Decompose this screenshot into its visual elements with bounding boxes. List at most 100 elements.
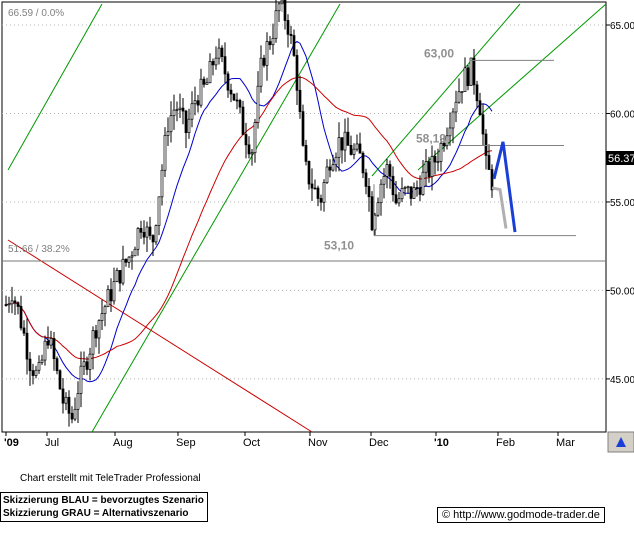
- candle-body: [91, 330, 95, 355]
- candle-body: [70, 412, 74, 420]
- candle-body: [160, 169, 164, 198]
- candle-body: [358, 143, 362, 154]
- candle-body: [307, 161, 311, 185]
- x-tick-label: Nov: [308, 437, 328, 449]
- candle-body: [4, 304, 8, 306]
- candle-body: [142, 231, 146, 238]
- candle-body: [13, 300, 17, 303]
- candle-body: [469, 57, 473, 86]
- candle-body: [319, 198, 323, 203]
- candle-body: [382, 176, 386, 185]
- candle-body: [64, 396, 68, 404]
- candle-body: [109, 289, 113, 302]
- candle-body: [220, 47, 224, 57]
- candlesticks: [4, 0, 494, 427]
- candle-body: [259, 57, 263, 87]
- candle-body: [118, 270, 122, 284]
- candle-body: [97, 320, 101, 339]
- candle-body: [325, 166, 329, 183]
- candle-body: [433, 156, 437, 163]
- candle-body: [304, 145, 308, 162]
- candle-body: [412, 187, 416, 199]
- candle-body: [460, 91, 464, 93]
- candle-body: [79, 365, 83, 394]
- candle-body: [61, 388, 65, 404]
- candle-body: [463, 67, 467, 92]
- website-link[interactable]: © http://www.godmode-trader.de: [437, 507, 605, 523]
- candle-body: [40, 359, 44, 363]
- candle-body: [337, 137, 341, 158]
- candle-body: [19, 306, 23, 329]
- candle-body: [85, 361, 89, 370]
- candle-body: [442, 142, 446, 147]
- candle-body: [151, 235, 155, 243]
- x-tick-label: Sep: [176, 437, 196, 449]
- price-level-label: 63,00: [424, 46, 454, 60]
- candle-body: [169, 115, 173, 133]
- candle-body: [406, 186, 410, 189]
- candle-body: [247, 144, 251, 155]
- candle-body: [139, 228, 143, 233]
- channel-line: [371, 3, 521, 177]
- candle-body: [178, 107, 182, 110]
- candle-body: [235, 99, 239, 102]
- candle-body: [277, 3, 281, 12]
- candle-body: [391, 175, 395, 196]
- candle-body: [106, 289, 110, 308]
- candle-body: [475, 84, 479, 102]
- candle-body: [295, 55, 299, 91]
- scenario-legend: Skizzierung BLAU = bevorzugtes Szenario …: [0, 492, 208, 522]
- gridlines: [2, 24, 606, 380]
- candle-body: [376, 202, 380, 216]
- candle-body: [241, 106, 245, 135]
- price-level-label: 58,19: [416, 132, 446, 146]
- candle-body: [250, 152, 254, 155]
- candle-body: [331, 164, 335, 171]
- candle-body: [484, 133, 488, 156]
- candle-body: [196, 100, 200, 106]
- candle-body: [472, 57, 476, 86]
- candle-body: [313, 187, 317, 190]
- candle-body: [211, 61, 215, 66]
- candle-body: [418, 187, 422, 195]
- y-tick-label: 50.00: [610, 286, 634, 297]
- website-url: http://www.godmode-trader.de: [453, 509, 600, 521]
- candle-body: [112, 281, 116, 302]
- candle-body: [334, 156, 338, 166]
- candle-body: [457, 91, 461, 103]
- y-axis: 45.00 50.00 55.00 60.00 65.00: [606, 21, 634, 386]
- candle-body: [445, 135, 449, 147]
- candle-body: [394, 194, 398, 204]
- candle-body: [94, 330, 98, 339]
- support-caption: 51.66 / 38.2%: [8, 244, 70, 255]
- candle-body: [454, 101, 458, 113]
- candle-body: [310, 183, 314, 189]
- candle-body: [121, 258, 125, 284]
- candle-body: [157, 196, 161, 226]
- candle-body: [7, 303, 11, 306]
- candle-body: [397, 198, 401, 204]
- candle-body: [43, 340, 47, 361]
- candle-body: [190, 103, 194, 120]
- candle-body: [28, 358, 32, 371]
- blue-scenario-path: [492, 141, 517, 233]
- candle-body: [349, 145, 353, 155]
- candle-body: [415, 187, 419, 189]
- channel-line: [91, 3, 341, 433]
- candle-body: [292, 35, 296, 56]
- candle-body: [439, 142, 443, 162]
- candle-body: [226, 73, 230, 91]
- candle-body: [22, 327, 26, 334]
- candle-body: [166, 131, 170, 136]
- candle-body: [256, 85, 260, 123]
- candle-body: [343, 131, 347, 151]
- candle-body: [163, 135, 167, 171]
- candle-body: [205, 82, 209, 85]
- candle-body: [361, 152, 365, 174]
- candle-body: [298, 89, 302, 112]
- candle-body: [208, 61, 212, 84]
- candle-body: [184, 110, 188, 134]
- candle-body: [481, 114, 485, 135]
- scroll-arrow-icon[interactable]: [607, 431, 634, 453]
- candle-body: [172, 109, 176, 117]
